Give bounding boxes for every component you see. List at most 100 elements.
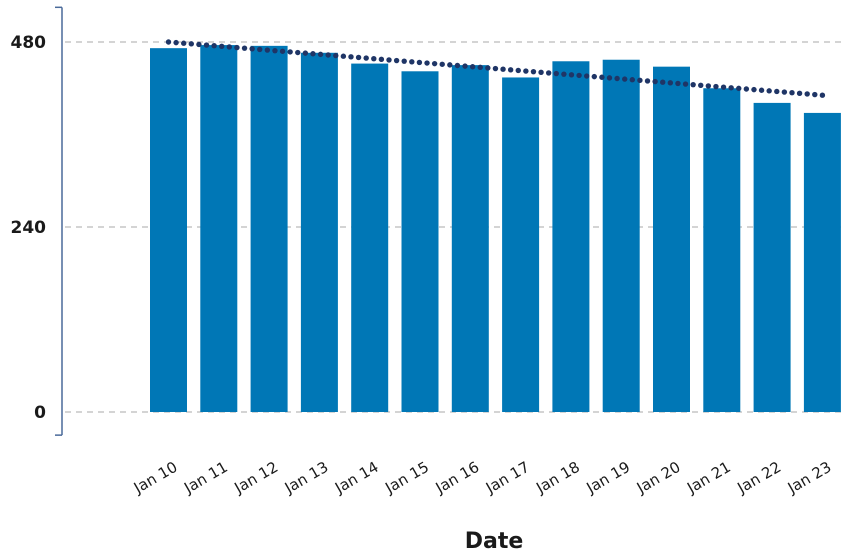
x-tick-label: Jan 10	[130, 458, 181, 498]
x-axis-tick-labels: Jan 10 Jan 11 Jan 12 Jan 13 Jan 14 Jan 15 Jan …	[130, 458, 834, 498]
trendline-dot	[203, 42, 210, 48]
trendline-dot	[333, 52, 339, 59]
trendline-dot	[583, 73, 590, 79]
trendline-dot	[378, 56, 385, 63]
trendline-dot	[637, 77, 643, 84]
trendline-dot	[219, 43, 225, 50]
trendline-dot	[644, 78, 651, 84]
x-tick-label: Jan 18	[532, 458, 583, 498]
trendline-dot	[401, 58, 407, 64]
trendline-dot	[705, 83, 712, 89]
trendline-dot	[743, 86, 750, 92]
trendline-dot	[295, 49, 301, 56]
trendline-dot	[622, 76, 628, 82]
bar	[803, 112, 841, 413]
trendline-dot	[469, 64, 476, 70]
bar	[451, 65, 489, 412]
bar	[552, 61, 590, 412]
x-tick-label: Jan 15	[381, 458, 432, 498]
trendline-dot	[523, 68, 529, 74]
trendline-dot	[629, 77, 636, 83]
bar	[602, 59, 640, 413]
trendline-dot	[545, 70, 552, 76]
trendline-dot	[416, 59, 423, 66]
trendline-dot	[698, 82, 704, 88]
trendline-dot	[591, 73, 597, 80]
trendline-dot	[568, 72, 575, 78]
y-tick-label: 240	[11, 218, 47, 238]
trendline-dot	[720, 84, 727, 90]
trendline-dot	[386, 57, 392, 63]
trendline-dot	[317, 51, 324, 58]
trendline-dot	[454, 62, 461, 69]
bar	[653, 66, 690, 413]
trendline-dot	[713, 83, 719, 90]
trendline-dot	[264, 47, 271, 53]
bar	[502, 77, 540, 412]
y-tick-label: 0	[34, 403, 46, 423]
trendline-dot	[477, 64, 483, 71]
trendline-dot	[774, 88, 780, 95]
trendline-dot	[667, 80, 674, 86]
trendline-dot	[538, 69, 544, 76]
trendline	[165, 39, 826, 98]
x-tick-label: Jan 12	[231, 458, 282, 498]
trendline-dot	[682, 81, 689, 87]
x-tick-label: Jan 21	[683, 458, 734, 498]
trendline-dot	[675, 80, 681, 87]
trendline-dot	[181, 40, 187, 46]
trendline-dot	[690, 81, 696, 88]
trendline-dot	[492, 65, 499, 72]
y-tick-label: 480	[11, 33, 47, 53]
trendline-dot	[363, 55, 369, 61]
trendline-dot	[393, 57, 400, 64]
trendline-dot	[819, 92, 826, 98]
trendline-dot	[287, 49, 293, 55]
x-tick-label: Jan 22	[734, 458, 785, 498]
trendline-dot	[173, 39, 179, 46]
trendline-dot	[447, 62, 453, 68]
trendline-dot	[561, 71, 567, 77]
trendline-dot	[789, 90, 795, 96]
trendline-dot	[234, 44, 240, 51]
trendline-dot	[652, 78, 658, 85]
trendline-dot	[211, 43, 217, 49]
trendline-dot	[736, 85, 742, 92]
trendline-dot	[272, 47, 278, 54]
trendline-dot	[226, 44, 233, 50]
trendline-dot	[766, 88, 772, 94]
y-axis-tick-labels: 0 240 480	[11, 33, 47, 423]
trendline-dot	[188, 41, 195, 47]
trendline-dot	[431, 60, 438, 67]
trendline-dot	[576, 72, 582, 79]
trendline-dot	[409, 59, 415, 65]
trendline-dot	[812, 91, 818, 98]
trendline-dot	[462, 63, 468, 69]
trendline-dot	[241, 45, 248, 51]
trendline-dot	[485, 65, 491, 71]
bar	[703, 88, 741, 412]
x-tick-label: Jan 16	[432, 458, 483, 498]
x-tick-label: Jan 19	[583, 458, 634, 498]
trendline-dot	[355, 54, 362, 61]
trendline-dot	[781, 89, 788, 95]
trendline-dot	[660, 79, 666, 85]
trendline-dot	[515, 67, 521, 74]
x-tick-label: Jan 14	[331, 458, 382, 498]
bar	[300, 52, 338, 413]
x-tick-label: Jan 17	[482, 458, 533, 498]
trendline-dot	[751, 86, 757, 93]
x-tick-label: Jan 13	[281, 458, 332, 498]
trendline-dot	[599, 74, 605, 80]
trendline-dot	[249, 46, 255, 52]
trendline-dot	[325, 52, 331, 58]
trendline-dot	[302, 50, 309, 56]
trendline-dot	[196, 41, 202, 48]
trendline-dot	[279, 48, 286, 54]
trendline-dot	[500, 66, 506, 72]
bar	[753, 102, 791, 412]
trendline-dot	[758, 87, 765, 93]
trendline-dot	[804, 91, 810, 97]
trendline-dot	[530, 68, 537, 75]
trendline-dot	[257, 46, 263, 53]
